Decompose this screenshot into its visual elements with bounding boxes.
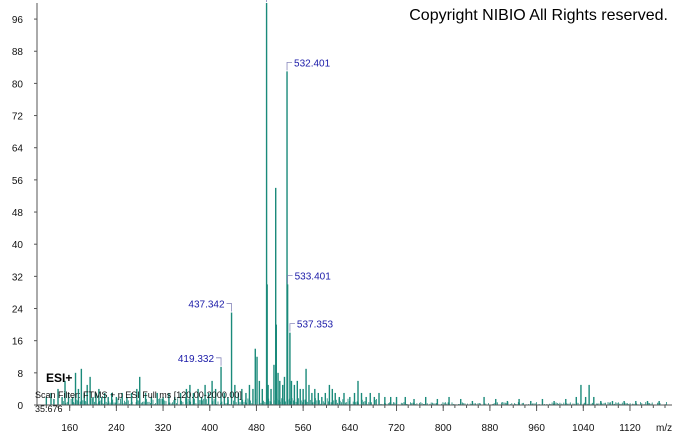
y-tick-label: 64	[12, 144, 24, 155]
peak-annotation-1: 532.401	[286, 58, 331, 71]
y-tick-label: 72	[12, 112, 24, 123]
y-tick-label: 24	[12, 305, 24, 316]
y-ticks: 0 8 16 24 32 40 48 56 64 72 80 88 96	[12, 15, 37, 412]
x-tick-label: 640	[341, 423, 358, 434]
retention-time-text: 35.676	[35, 404, 63, 414]
y-tick-label: 96	[12, 15, 24, 26]
x-tick-label: 480	[248, 423, 265, 434]
scan-filter-text: Scan Filter: FTMS + p ESI Full ms [120.0…	[35, 390, 242, 400]
x-tick-label: 1120	[619, 423, 641, 434]
peak-annotation-label: 533.401	[295, 271, 332, 282]
x-tick-label: 160	[61, 423, 78, 434]
y-tick-label: 56	[12, 176, 24, 187]
y-tick-label: 0	[17, 401, 23, 412]
x-tick-label: 960	[528, 423, 545, 434]
peak-annotation-label: 532.401	[294, 58, 331, 69]
x-axis-unit-label: m/z	[656, 423, 672, 434]
y-tick-label: 48	[12, 208, 24, 219]
x-tick-label: 800	[435, 423, 452, 434]
ion-mode-label: ESI+	[46, 371, 72, 385]
y-tick-label: 88	[12, 47, 24, 58]
x-tick-label: 1040	[572, 423, 595, 434]
peak-annotation-4: 437.342	[188, 300, 232, 312]
peak-annotation-label: 497.360	[223, 0, 260, 1]
peak-labels: 497.360 532.401 533.401 537.353 437.342 419.3…	[178, 0, 334, 366]
y-tick-label: 32	[12, 272, 24, 283]
peak-annotation-label: 537.353	[297, 320, 334, 331]
peak-annotation-3: 537.353	[289, 320, 334, 332]
peak-annotation-label: 419.332	[178, 354, 215, 365]
y-tick-label: 80	[12, 79, 24, 90]
axes	[36, 3, 672, 406]
peak-annotation-label: 437.342	[188, 300, 225, 311]
x-tick-label: 720	[388, 423, 405, 434]
copyright-text: Copyright NIBIO All Rights reserved.	[409, 7, 668, 24]
peak-annotation-0: 497.360	[223, 0, 267, 2]
x-tick-label: 400	[201, 423, 218, 434]
y-tick-label: 8	[17, 369, 23, 380]
peak-annotation-2: 533.401	[287, 271, 332, 284]
y-tick-label: 16	[12, 337, 24, 348]
x-tick-label: 560	[295, 423, 312, 434]
x-tick-label: 320	[155, 423, 172, 434]
peak-annotation-5: 419.332	[178, 354, 222, 366]
x-ticks: 160 240 320 400 480 560 640 720 800 880 960 1040 112…	[45, 405, 666, 434]
x-tick-label: 880	[482, 423, 499, 434]
y-tick-label: 40	[12, 240, 24, 251]
x-tick-label: 240	[108, 423, 125, 434]
